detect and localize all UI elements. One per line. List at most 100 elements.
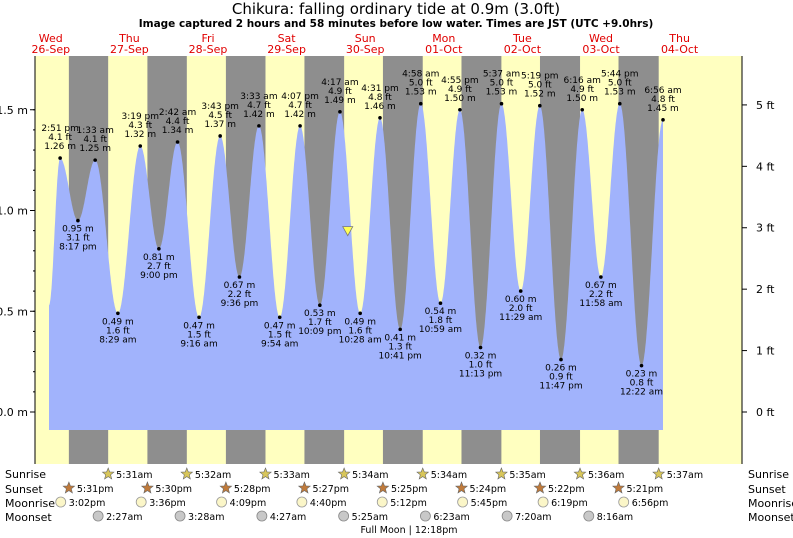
tide-label: 1.3 ft (388, 342, 412, 352)
tide-label: 4:55 pm (441, 76, 479, 86)
tide-point (338, 109, 342, 114)
tide-label: 0.32 m (465, 352, 497, 362)
row-label-moonrise-right: Moonrise (748, 497, 793, 510)
tide-label: 1.37 m (204, 120, 236, 130)
tide-label: 1.34 m (162, 126, 194, 136)
tide-point (518, 289, 523, 293)
tide-point (277, 315, 282, 320)
sunset-time: 5:24pm (469, 484, 506, 495)
sunset-icon (533, 481, 547, 494)
tide-label: 0.47 m (183, 321, 215, 331)
sunrise-time: 5:36am (588, 470, 624, 481)
sunrise-icon (494, 467, 508, 480)
right-tick-label: 0 ft (756, 406, 775, 419)
tide-label: 2:51 pm (41, 124, 79, 134)
moonrise-icon (376, 496, 388, 508)
day-date: 26-Sep (31, 43, 70, 56)
chart-subtitle: Image captured 2 hours and 58 minutes be… (139, 18, 654, 30)
moonset-time: 8:16am (597, 512, 633, 523)
axes: 0.0 m 0.5 m 1.0 m 1.5 m 0 ft 1 ft 2 ft 3 ft 4 ft… (0, 56, 775, 464)
moonset-time: 2:27am (106, 512, 142, 523)
sunrise-time: 5:34am (352, 470, 388, 481)
moonset-icon (256, 510, 268, 522)
right-tick-label: 2 ft (756, 283, 775, 296)
moonset-time: 4:27am (270, 512, 306, 523)
tide-point (93, 158, 97, 162)
tide-point (398, 327, 402, 332)
tide-label: 1.7 ft (308, 318, 332, 328)
tide-label: 4.8 ft (368, 93, 392, 103)
tide-point (478, 345, 483, 350)
moonrise-icon (55, 496, 67, 508)
tide-label: 1.53 m (405, 88, 437, 98)
tide-label: 1.42 m (243, 110, 275, 120)
tide-point (599, 275, 603, 279)
row-label-sunset-left: Sunset (5, 483, 43, 496)
tide-label: 8:29 am (99, 335, 136, 345)
tide-label: 0.26 m (545, 364, 577, 374)
day-date: 27-Sep (110, 43, 149, 56)
tide-label: 5:44 pm (601, 70, 639, 80)
sunset-time: 5:30pm (155, 484, 192, 495)
moonset-time: 3:28am (188, 512, 224, 523)
moonrise-time: 4:09pm (230, 498, 267, 509)
tide-label: 1.53 m (486, 88, 518, 98)
moonrise-icon (216, 496, 227, 508)
moonset-icon (583, 510, 595, 522)
tide-label: 0.67 m (224, 281, 256, 291)
day-date: 30-Sep (346, 43, 385, 56)
day-name: Mon (432, 32, 455, 45)
tide-label: 4.3 ft (128, 121, 152, 131)
tide-label: 0.47 m (264, 321, 296, 331)
tide-label: 4.8 ft (651, 95, 675, 105)
tide-label: 5.0 ft (490, 79, 514, 89)
tide-point (257, 124, 261, 128)
tide-label: 4.9 ft (328, 87, 352, 97)
moonrise-time: 4:40pm (310, 498, 347, 509)
tide-point (58, 156, 62, 160)
tide-label: 9:54 am (261, 339, 298, 349)
tide-label: 9:16 am (180, 339, 217, 349)
tide-label: 9:36 pm (221, 299, 259, 309)
tide-point (580, 107, 585, 112)
moonrise-icon (296, 496, 308, 508)
tide-label: 6:56 am (644, 86, 681, 96)
sunrise-icon (573, 467, 587, 480)
moonrise-time: 6:19pm (551, 498, 588, 509)
sunrise-time: 5:34am (431, 470, 467, 481)
tide-label: 4.5 ft (208, 111, 232, 121)
tide-label: 4.1 ft (83, 135, 107, 145)
row-label-moonset-right: Moonset (748, 511, 793, 524)
tide-label: 4.4 ft (166, 117, 190, 127)
tide-label: 2.7 ft (147, 262, 171, 272)
left-tick-label: 0.0 m (0, 406, 28, 419)
left-tick-label: 1.0 m (0, 205, 28, 218)
tide-point (499, 101, 504, 106)
moonset-time: 7:20am (515, 512, 551, 523)
tide-label: 4:07 pm (281, 92, 319, 102)
tide-label: 5.0 ft (608, 79, 632, 89)
header: Chikura: falling ordinary tide at 0.9m (… (139, 0, 654, 30)
moonset-icon (501, 510, 513, 522)
sunset-icon (455, 481, 468, 494)
day-date: 28-Sep (189, 43, 228, 56)
tide-label: 2.2 ft (589, 290, 613, 300)
moonset-icon (92, 510, 104, 522)
tide-point (559, 357, 563, 362)
tide-point (218, 134, 222, 138)
row-label-sunset-right: Sunset (748, 483, 786, 496)
tide-point (438, 301, 443, 305)
day-date: 02-Oct (504, 43, 542, 56)
tide-label: 11:58 am (579, 299, 622, 309)
tide-label: 0.9 ft (549, 373, 573, 383)
chart-title: Chikura: falling ordinary tide at 0.9m (… (232, 0, 560, 18)
row-label-moonrise-left: Moonrise (5, 497, 55, 510)
tide-label: 1:33 am (76, 126, 113, 136)
row-label-sunrise-right: Sunrise (748, 468, 789, 481)
moonrise-icon (618, 496, 630, 508)
tide-label: 1.52 m (524, 90, 556, 100)
tide-label: 5.0 ft (409, 79, 433, 89)
tide-point (138, 144, 143, 148)
tide-label: 2:42 am (159, 108, 196, 118)
